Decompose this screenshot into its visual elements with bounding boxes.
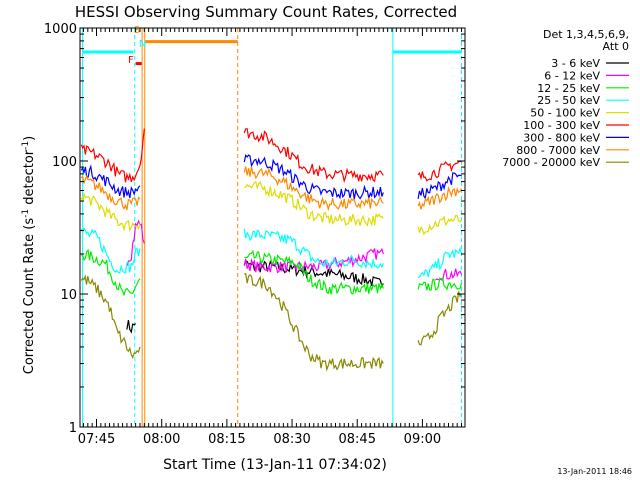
- series-1-segment-1: [243, 247, 384, 274]
- series-0: [126, 260, 384, 334]
- series-2-segment-0: [81, 248, 141, 297]
- series-8-segment-2: [417, 291, 463, 346]
- x-tick-label-3: 08:30: [273, 432, 310, 447]
- series-1-segment-0: [126, 219, 145, 267]
- y-tick-label-1: 10: [60, 288, 77, 303]
- plot-area: SNF: [80, 25, 463, 427]
- y-tick-label-0: 1: [69, 421, 77, 436]
- series-7: [80, 166, 463, 212]
- series-4-segment-1: [244, 180, 384, 227]
- flag-label-2: F: [128, 55, 134, 66]
- chart-title: HESSI Observing Summary Count Rates, Cor…: [75, 3, 457, 21]
- y-axis-label-part3: ): [22, 136, 37, 141]
- x-axis-label: Start Time (13-Jan-11 07:34:02): [163, 457, 387, 473]
- legend-label-4: 50 - 100 keV: [530, 107, 600, 120]
- series-3-segment-2: [417, 246, 463, 279]
- series-2-segment-2: [417, 276, 463, 291]
- series-2-segment-1: [244, 249, 384, 295]
- series-4: [80, 180, 462, 236]
- y-axis-label-sup1: -1: [21, 209, 31, 218]
- plot-frame: [79, 27, 466, 428]
- series-3-segment-0: [80, 227, 141, 274]
- legend-label-7: 800 - 7000 keV: [516, 144, 600, 157]
- series-6-segment-0: [80, 164, 141, 199]
- series-7-segment-0: [80, 174, 141, 211]
- y-tick-label-3: 1000: [44, 22, 77, 37]
- y-axis-label: Corrected Count Rate (s-1 detector-1): [21, 136, 37, 374]
- series-7-segment-2: [417, 185, 463, 210]
- series-3-segment-1: [243, 228, 384, 270]
- series-8-segment-0: [80, 274, 141, 359]
- series-4-segment-0: [80, 191, 141, 232]
- legend-label-2: 12 - 25 keV: [537, 82, 600, 95]
- legend-label-8: 7000 - 20000 keV: [502, 156, 600, 169]
- legend-label-5: 100 - 300 keV: [523, 119, 600, 132]
- plot-timestamp: 13-Jan-2011 18:46: [557, 467, 632, 476]
- x-tick-label-5: 09:00: [404, 432, 441, 447]
- x-tick-label-4: 08:45: [339, 432, 376, 447]
- series-5-segment-1: [243, 128, 384, 184]
- flag-label-1: N: [139, 39, 146, 50]
- flag-label-0: S: [134, 25, 140, 36]
- y-axis-label-part1: Corrected Count Rate (s: [22, 218, 37, 375]
- x-tick-label-2: 08:15: [208, 432, 245, 447]
- legend-label-3: 25 - 50 keV: [537, 94, 600, 107]
- series-5: [80, 128, 462, 184]
- x-tick-label-0: 07:45: [78, 432, 115, 447]
- series-8: [80, 272, 463, 372]
- series-0-segment-1: [243, 260, 384, 288]
- x-tick-label-1: 08:00: [143, 432, 180, 447]
- series-3: [80, 227, 463, 279]
- legend-header-2: Att 0: [603, 40, 629, 53]
- legend-label-6: 300 - 800 keV: [523, 131, 600, 144]
- series-5-segment-0: [80, 128, 145, 183]
- series-4-segment-2: [417, 214, 462, 236]
- legend-label-0: 3 - 6 keV: [551, 57, 600, 70]
- legend-header-1: Det 1,3,4,5,6,9,: [543, 28, 629, 41]
- series-1: [126, 219, 463, 282]
- series-2: [81, 248, 463, 297]
- y-tick-label-2: 100: [52, 155, 77, 170]
- series-7-segment-1: [243, 166, 384, 212]
- series-0-segment-0: [126, 320, 137, 334]
- series-6-segment-1: [243, 154, 384, 200]
- axes: 1 10 100 1000 07:45 08:00 08:15 08:30 08:45 09:00: [44, 22, 466, 447]
- series-5-segment-2: [417, 160, 462, 182]
- y-axis-label-part2: detector: [22, 149, 37, 209]
- y-axis-label-sup2: -1: [21, 141, 31, 150]
- legend-label-1: 6 - 12 keV: [544, 69, 600, 82]
- series-8-segment-1: [244, 272, 384, 372]
